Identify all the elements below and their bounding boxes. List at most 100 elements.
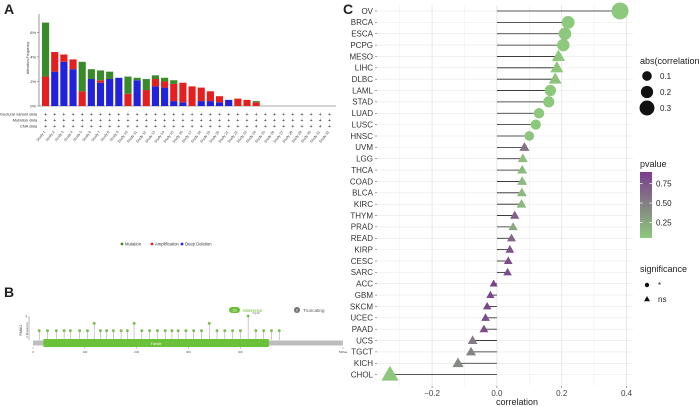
a-track-mark: +	[291, 112, 294, 118]
c-plot-background	[377, 5, 633, 386]
a-bar-segment	[124, 93, 132, 106]
a-track-mark: +	[172, 112, 175, 118]
a-track-mark: +	[236, 124, 239, 130]
a-bar-segment	[78, 91, 86, 106]
panel-a-chart: 6% 4% 2% 0%	[30, 14, 336, 109]
c-point-triangle	[479, 324, 489, 333]
b-x-tick-label: 100	[82, 350, 87, 354]
c-point-circle	[561, 15, 575, 29]
a-category-label: Study 6	[81, 130, 92, 142]
a-track-mark: +	[218, 112, 221, 118]
a-track-mark: +	[99, 112, 102, 118]
panel-b-label: B	[4, 284, 14, 300]
b-mutation-head	[207, 321, 211, 325]
c-point-triangle	[489, 279, 498, 287]
a-bar-segment	[42, 22, 50, 77]
a-track-mark: +	[236, 118, 239, 124]
c-point-triangle	[465, 346, 476, 356]
c-category-label: OV	[361, 7, 373, 16]
b-mutation-head	[119, 329, 123, 333]
c-category-label: ESCA	[351, 30, 373, 39]
a-track-mark: +	[172, 118, 175, 124]
a-track-mark: +	[291, 124, 294, 130]
a-track-mark: +	[291, 118, 294, 124]
a-legend-swatch	[180, 242, 184, 246]
a-track-mark: +	[200, 124, 203, 130]
a-track-mark: +	[154, 118, 157, 124]
c-point-circle	[543, 96, 555, 108]
b-mutation-head	[223, 329, 227, 333]
a-track-mark: +	[53, 118, 56, 124]
b-mutation-head	[54, 329, 58, 333]
a-track-mark: +	[191, 118, 194, 124]
a-track-label: CNA data	[20, 124, 38, 129]
a-track-mark: +	[227, 124, 230, 130]
c-category-label: THYM	[350, 211, 373, 220]
a-track-mark: +	[264, 118, 267, 124]
a-y-tick-label: 0%	[30, 104, 36, 109]
a-category-label: Study 28	[282, 130, 294, 144]
c-point-triangle	[510, 210, 520, 219]
c-category-label: GBM	[355, 291, 374, 300]
a-track-mark: +	[246, 112, 249, 118]
c-size-legend-label: 0.1	[660, 72, 672, 81]
c-point-triangle	[517, 176, 528, 185]
a-bar-segment	[151, 75, 160, 80]
a-category-label: Study 21	[218, 130, 230, 144]
b-y-max: 3	[25, 315, 27, 319]
a-track-mark: +	[145, 124, 148, 130]
a-track-mark: +	[181, 118, 184, 124]
a-track-mark: +	[209, 124, 212, 130]
a-category-label: Study 32	[318, 130, 330, 144]
c-point-triangle	[506, 233, 516, 242]
a-track-mark: +	[53, 124, 56, 130]
a-y-tick-label: 4%	[30, 54, 36, 59]
c-size-legend-label: 0.3	[660, 104, 672, 113]
a-category-label: Study 17	[181, 130, 193, 144]
a-bar-segment	[179, 102, 187, 106]
b-mutation-head	[148, 329, 152, 333]
a-track-mark: +	[227, 112, 230, 118]
c-x-tick-label: 0.4	[621, 389, 633, 398]
b-mutation-head	[78, 329, 82, 333]
c-category-label: LGG	[356, 155, 373, 164]
c-point-triangle	[503, 267, 512, 276]
a-track-mark: +	[191, 124, 194, 130]
c-color-legend-label: 0.75	[656, 180, 672, 189]
a-track-mark: +	[145, 112, 148, 118]
a-track-mark: +	[163, 124, 166, 130]
c-point-triangle	[503, 256, 513, 265]
b-mutation-head	[170, 329, 174, 333]
panel-c-legend: abs(correlation) 0.1 0.2 0.3 pvalue 0.75 0.50 0…	[639, 56, 699, 304]
c-point-circle	[524, 131, 535, 141]
c-point-triangle	[516, 199, 527, 208]
a-track-mark: +	[117, 118, 120, 124]
c-category-label: KIRP	[354, 245, 373, 254]
a-track-mark: +	[127, 124, 130, 130]
c-size-legend-swatch	[642, 71, 652, 81]
a-track-mark: +	[81, 112, 84, 118]
a-track-mark: +	[218, 124, 221, 130]
a-bar-segment	[206, 91, 214, 102]
b-mutation-head	[262, 329, 266, 333]
a-track-mark: +	[218, 118, 221, 124]
c-size-legend-swatch	[639, 100, 655, 116]
b-ylabel: # Mutations	[25, 322, 29, 338]
a-bar-segment	[225, 99, 233, 106]
a-bar-segment	[51, 52, 59, 72]
a-bar-segment	[133, 77, 141, 81]
c-point-triangle	[482, 302, 492, 310]
c-category-label: BLCA	[352, 189, 374, 198]
c-shape-legend-label: *	[658, 281, 661, 290]
a-bar-segment	[243, 99, 251, 106]
c-point-triangle	[381, 365, 399, 381]
c-category-label: UVM	[355, 143, 373, 152]
a-track-mark: +	[209, 112, 212, 118]
c-category-label: BRCA	[351, 18, 374, 27]
b-mutation-head	[62, 329, 66, 333]
a-category-label: Study 1	[36, 130, 47, 142]
a-bar-segment	[170, 80, 178, 84]
a-category-label: Study 10	[117, 130, 129, 144]
a-track-mark: +	[209, 118, 212, 124]
b-x-tick-label: 200	[134, 350, 139, 354]
